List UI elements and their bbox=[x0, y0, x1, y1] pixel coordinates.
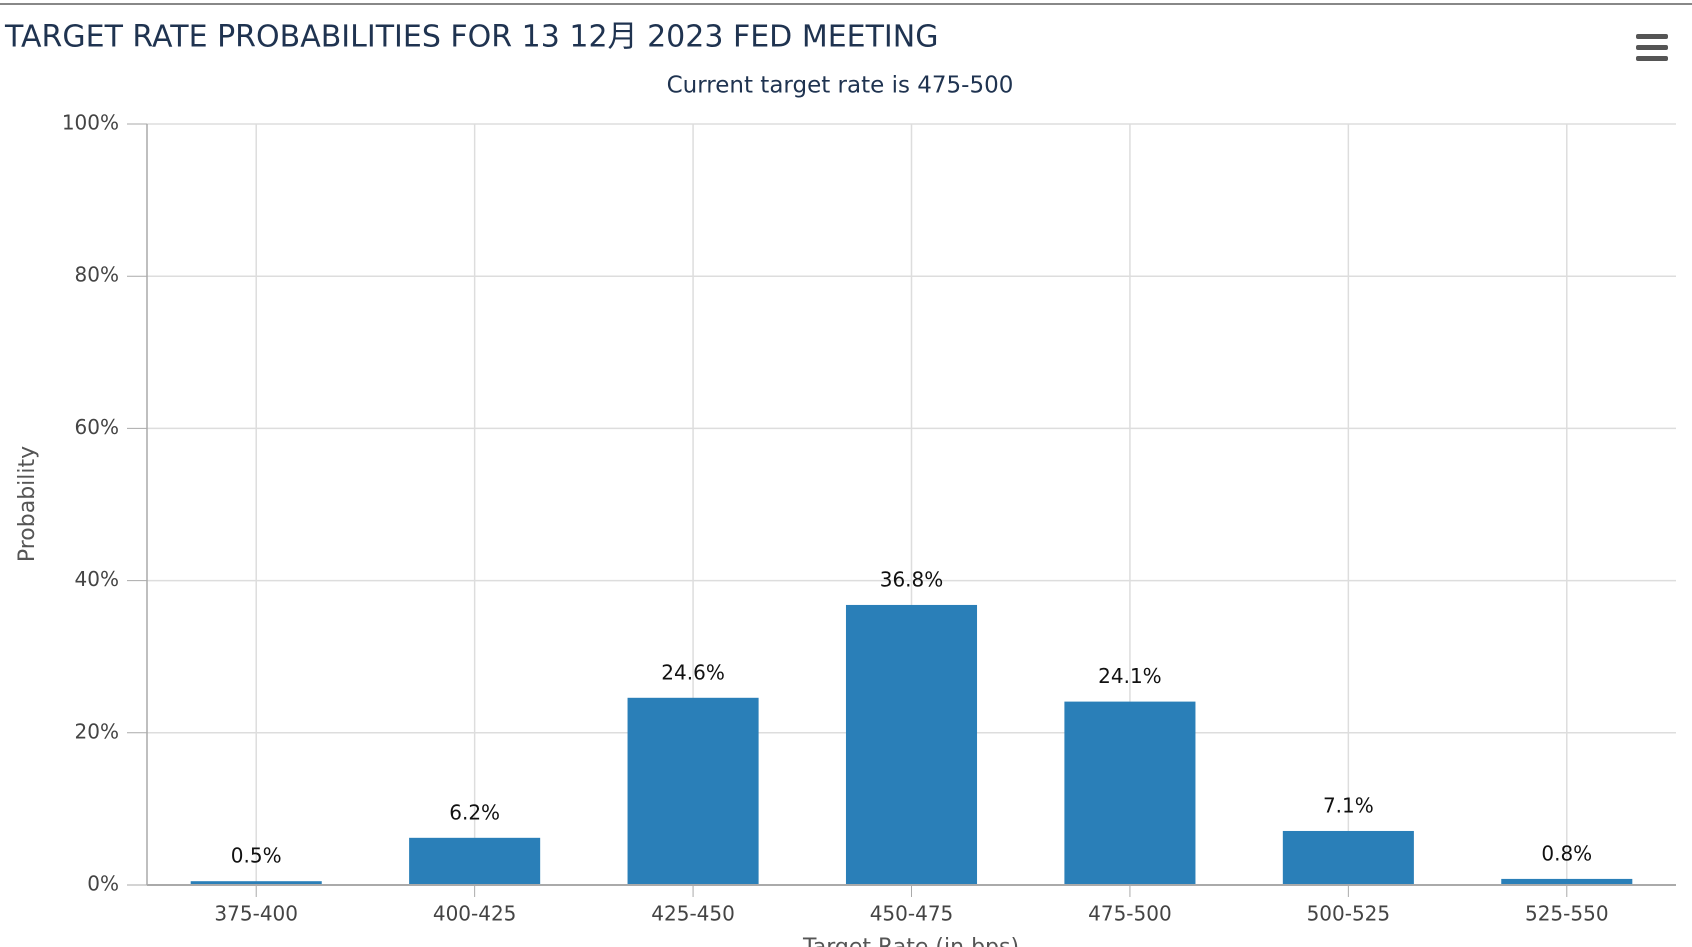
menu-button[interactable] bbox=[1636, 34, 1668, 61]
x-tick-label: 400-425 bbox=[433, 902, 517, 926]
data-label: 36.8% bbox=[880, 567, 944, 591]
bar bbox=[1064, 701, 1196, 885]
data-label: 6.2% bbox=[449, 800, 500, 824]
y-tick-label: 60% bbox=[75, 415, 119, 439]
y-tick-label: 0% bbox=[87, 872, 119, 896]
bar bbox=[845, 604, 978, 885]
x-tick-label: 525-550 bbox=[1525, 902, 1609, 926]
menu-bar bbox=[1636, 45, 1668, 50]
y-axis-title: Probability bbox=[15, 446, 40, 562]
bar bbox=[190, 881, 322, 885]
y-tick-label: 40% bbox=[75, 567, 119, 591]
menu-bar bbox=[1636, 34, 1668, 39]
bar bbox=[409, 837, 541, 885]
x-tick-label: 450-475 bbox=[870, 902, 954, 926]
chart-title: TARGET RATE PROBABILITIES FOR 13 12月 202… bbox=[4, 20, 938, 55]
x-tick-label: 425-450 bbox=[651, 902, 735, 926]
data-label: 7.1% bbox=[1323, 793, 1374, 817]
menu-bar bbox=[1636, 56, 1668, 61]
y-tick-label: 20% bbox=[75, 719, 119, 743]
chart-subtitle: Current target rate is 475-500 bbox=[667, 73, 1014, 99]
x-tick-label: 375-400 bbox=[214, 902, 298, 926]
data-label: 0.8% bbox=[1541, 841, 1592, 865]
x-tick-label: 500-525 bbox=[1307, 902, 1391, 926]
x-tick-label: 475-500 bbox=[1088, 902, 1172, 926]
bar bbox=[1282, 830, 1414, 885]
y-tick-label: 80% bbox=[75, 263, 119, 287]
data-label: 0.5% bbox=[231, 844, 282, 868]
data-label: 24.6% bbox=[661, 660, 725, 684]
bar bbox=[1501, 878, 1633, 885]
y-tick-label: 100% bbox=[62, 111, 119, 135]
x-axis-title: Target Rate (in bps) bbox=[802, 935, 1019, 947]
data-label: 24.1% bbox=[1098, 664, 1162, 688]
bar bbox=[627, 697, 759, 885]
